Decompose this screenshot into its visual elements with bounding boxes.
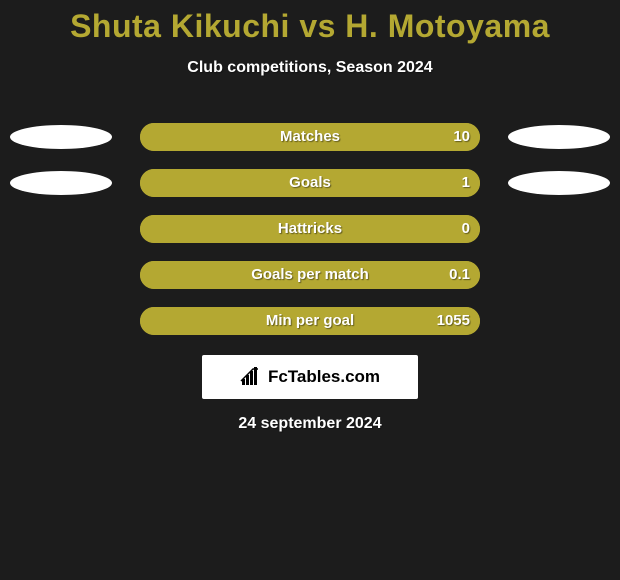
stat-row: Min per goal1055: [0, 307, 620, 337]
page-title: Shuta Kikuchi vs H. Motoyama: [0, 0, 620, 45]
stat-label: Goals: [140, 169, 480, 197]
stat-row: Hattricks0: [0, 215, 620, 245]
date: 24 september 2024: [0, 415, 620, 433]
stat-label: Hattricks: [140, 215, 480, 243]
stat-value: 0.1: [449, 261, 470, 289]
stat-value: 0: [462, 215, 470, 243]
stat-value: 10: [453, 123, 470, 151]
left-value-ellipse: [10, 125, 112, 149]
right-value-ellipse: [508, 171, 610, 195]
stats-list: Matches10Goals1Hattricks0Goals per match…: [0, 123, 620, 337]
stat-row: Matches10: [0, 123, 620, 153]
subtitle: Club competitions, Season 2024: [0, 59, 620, 77]
left-value-ellipse: [10, 171, 112, 195]
stat-label: Matches: [140, 123, 480, 151]
stat-row: Goals per match0.1: [0, 261, 620, 291]
right-value-ellipse: [508, 125, 610, 149]
brand-text: FcTables.com: [268, 367, 380, 387]
stat-label: Goals per match: [140, 261, 480, 289]
stat-label: Min per goal: [140, 307, 480, 335]
bar-chart-icon: [240, 367, 262, 387]
stat-value: 1055: [437, 307, 470, 335]
brand-link[interactable]: FcTables.com: [202, 355, 418, 399]
stat-row: Goals1: [0, 169, 620, 199]
stat-value: 1: [462, 169, 470, 197]
stats-card: Shuta Kikuchi vs H. Motoyama Club compet…: [0, 0, 620, 580]
